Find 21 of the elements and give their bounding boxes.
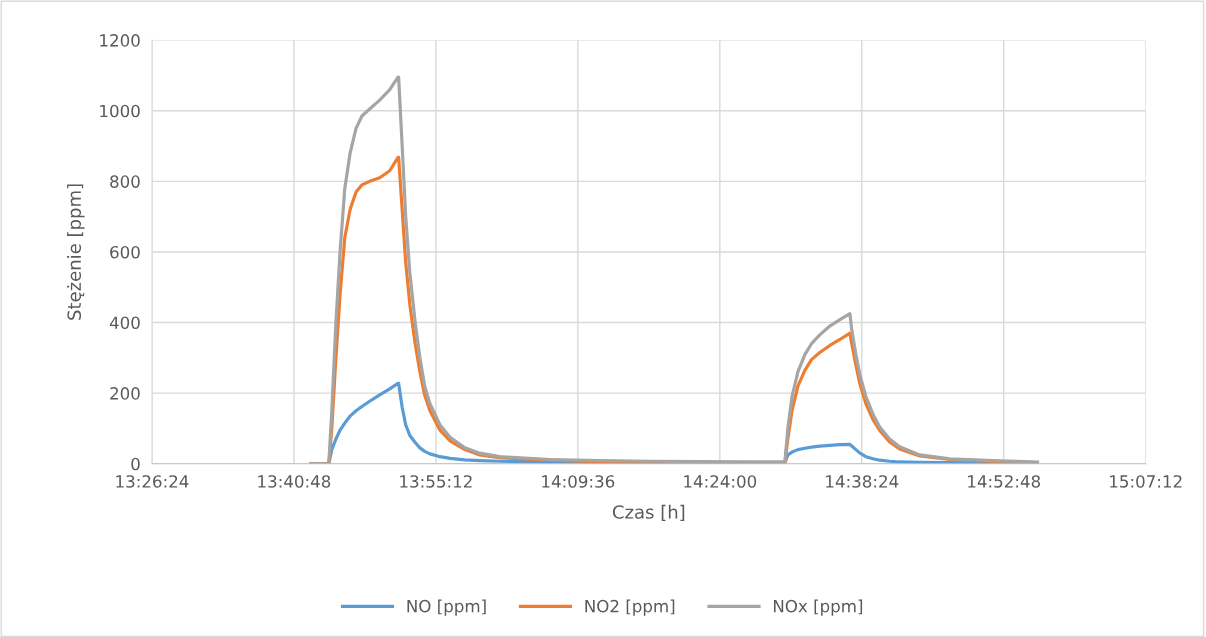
legend-label: NO2 [ppm] xyxy=(585,599,675,616)
legend-label: NO [ppm] xyxy=(407,599,486,616)
x-tick-label: 13:26:24 xyxy=(116,475,189,488)
y-axis-title: Stężenie [ppm] xyxy=(67,184,85,320)
y-tick-label: 0 xyxy=(131,457,140,471)
y-tick-label: 1200 xyxy=(100,34,140,47)
x-tick-label: 13:55:12 xyxy=(400,475,472,488)
x-tick-label: 15:07:12 xyxy=(1110,475,1182,488)
y-tick-label: 600 xyxy=(110,245,140,259)
x-tick-label: 13:40:48 xyxy=(258,475,331,488)
x-tick-label: 14:09:36 xyxy=(542,475,615,488)
x-tick-label: 14:24:00 xyxy=(684,475,757,488)
line-series xyxy=(309,75,1040,464)
y-tick-label: 1000 xyxy=(100,104,140,118)
y-tick-label: 200 xyxy=(110,387,140,400)
y-tick-label: 400 xyxy=(109,316,140,330)
x-axis-title: Czas [h] xyxy=(612,504,685,521)
y-tick-label: 800 xyxy=(110,175,140,188)
x-tick-label: 14:38:24 xyxy=(826,475,899,488)
x-tick-label: 14:52:48 xyxy=(968,475,1041,488)
legend-label: NOx [ppm] xyxy=(773,599,863,616)
